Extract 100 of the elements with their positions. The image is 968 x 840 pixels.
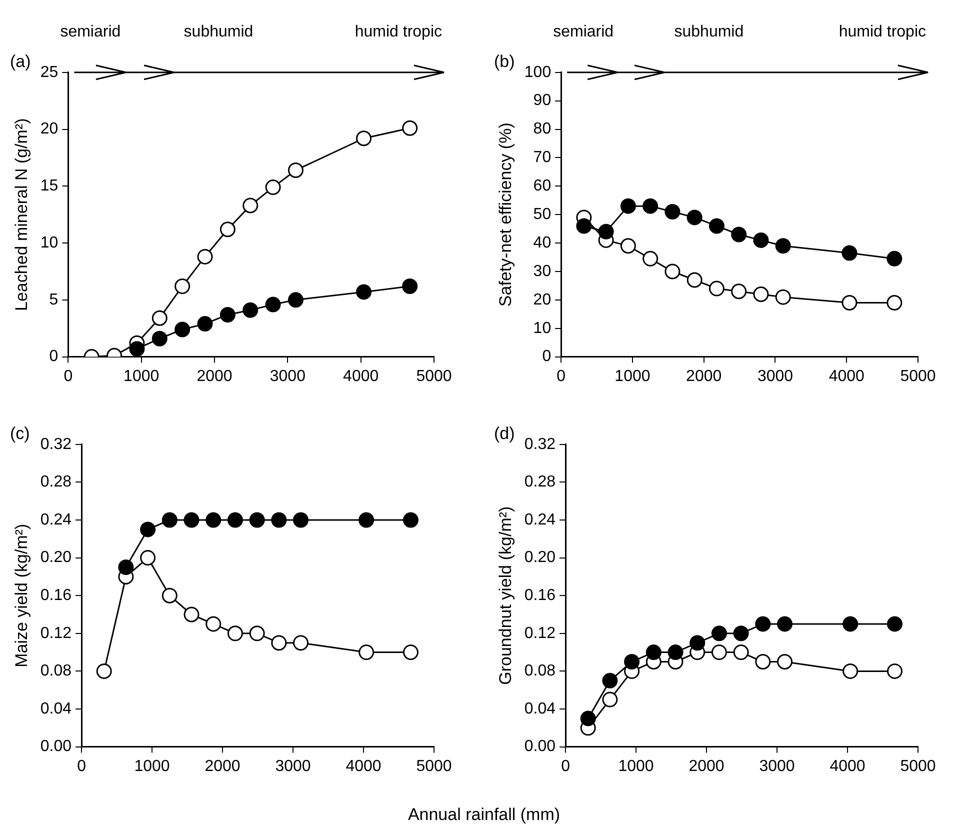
point xyxy=(356,284,372,300)
point xyxy=(288,162,304,178)
point xyxy=(576,218,592,234)
point xyxy=(118,560,134,575)
point xyxy=(711,626,727,642)
point xyxy=(242,198,258,214)
point xyxy=(402,120,418,136)
point xyxy=(288,292,304,308)
point xyxy=(197,248,213,264)
chart-title: (a) xyxy=(10,52,31,71)
point xyxy=(664,264,680,280)
y-tick-label: 0.04 xyxy=(524,700,556,718)
point xyxy=(842,616,858,632)
point xyxy=(775,238,791,254)
point xyxy=(293,512,309,528)
point xyxy=(265,180,281,196)
y-tick-label: 0.16 xyxy=(524,587,556,604)
y-tick-label: 15 xyxy=(40,178,58,195)
x-tick-label: 3000 xyxy=(757,368,794,385)
point xyxy=(642,198,658,214)
point xyxy=(184,512,200,528)
x-tick-label: 3000 xyxy=(759,758,795,775)
point xyxy=(249,512,265,528)
x-tick-label: 2000 xyxy=(686,368,722,385)
point xyxy=(162,588,178,604)
point xyxy=(227,512,243,528)
y-tick-label: 20 xyxy=(40,120,58,138)
x-tick-label: 1000 xyxy=(134,758,170,775)
y-tick-label: 10 xyxy=(40,234,58,252)
y-tick-label: 80 xyxy=(533,120,552,138)
point xyxy=(711,644,727,660)
point xyxy=(842,245,858,261)
point xyxy=(242,302,258,318)
y-tick-label: 0.32 xyxy=(40,436,72,453)
text: semiarid xyxy=(553,23,614,40)
point xyxy=(886,295,902,311)
y-tick-label: 0.08 xyxy=(524,662,556,680)
y-tick-label: 0.28 xyxy=(524,474,556,491)
y-tick-label: 60 xyxy=(533,178,552,195)
y-axis-title: Leached mineral N (g/m²) xyxy=(12,118,31,311)
y-tick-label: 0.04 xyxy=(40,700,72,718)
y-tick-label: 0.00 xyxy=(40,738,72,756)
x-tick-label: 2000 xyxy=(204,758,240,775)
x-tick-label: 4000 xyxy=(828,368,865,385)
x-tick-label: 4000 xyxy=(343,368,379,385)
point xyxy=(206,616,222,632)
y-tick-label: 10 xyxy=(533,320,552,337)
x-tick-label: 1000 xyxy=(124,368,160,385)
y-axis-title: Groundnut yield (kg/m²) xyxy=(496,506,515,685)
point xyxy=(686,272,702,288)
y-tick-label: 5 xyxy=(49,291,58,308)
point xyxy=(152,330,168,346)
text: humid tropic xyxy=(354,23,442,40)
point xyxy=(206,512,222,528)
point xyxy=(402,512,418,528)
y-tick-label: 40 xyxy=(533,234,552,252)
y-tick-label: 0.32 xyxy=(524,436,556,453)
point xyxy=(271,635,287,651)
y-tick-label: 0.24 xyxy=(524,511,556,528)
point xyxy=(140,550,156,566)
y-axis-title: Safety-net efficiency (%) xyxy=(496,122,515,307)
point xyxy=(184,606,200,622)
point xyxy=(624,654,640,670)
x-tick-label: 0 xyxy=(77,758,86,775)
x-axis-title: Annual rainfall (mm) xyxy=(406,805,562,825)
y-tick-label: 0.20 xyxy=(524,549,556,566)
point xyxy=(708,280,724,296)
point xyxy=(708,218,724,234)
x-tick-label: 5000 xyxy=(900,368,936,385)
x-tick-label: 3000 xyxy=(275,758,311,775)
text: subhumid xyxy=(674,23,744,40)
point xyxy=(402,644,418,660)
y-tick-label: 0.16 xyxy=(40,587,72,604)
point xyxy=(755,654,771,670)
chart-title: (d) xyxy=(494,424,515,443)
text: semiarid xyxy=(60,23,121,40)
y-axis-title: Maize yield (kg/m²) xyxy=(12,524,31,668)
point xyxy=(646,644,662,660)
x-tick-label: 1000 xyxy=(614,368,650,385)
point xyxy=(731,284,747,300)
x-tick-label: 5000 xyxy=(416,758,452,775)
point xyxy=(686,210,702,226)
point xyxy=(162,512,178,528)
point xyxy=(777,654,793,670)
point xyxy=(602,692,618,708)
point xyxy=(842,295,858,311)
point xyxy=(598,224,614,240)
point xyxy=(886,616,902,632)
y-tick-label: 30 xyxy=(533,262,552,280)
point xyxy=(293,635,309,651)
y-tick-label: 0 xyxy=(542,348,552,366)
point xyxy=(580,710,596,726)
point xyxy=(668,644,684,660)
y-tick-label: 0.00 xyxy=(524,738,556,756)
y-tick-label: 0.28 xyxy=(40,474,72,491)
y-tick-label: 100 xyxy=(524,64,552,81)
point xyxy=(755,616,771,632)
point xyxy=(753,232,769,248)
point xyxy=(265,296,281,312)
point xyxy=(886,250,902,266)
